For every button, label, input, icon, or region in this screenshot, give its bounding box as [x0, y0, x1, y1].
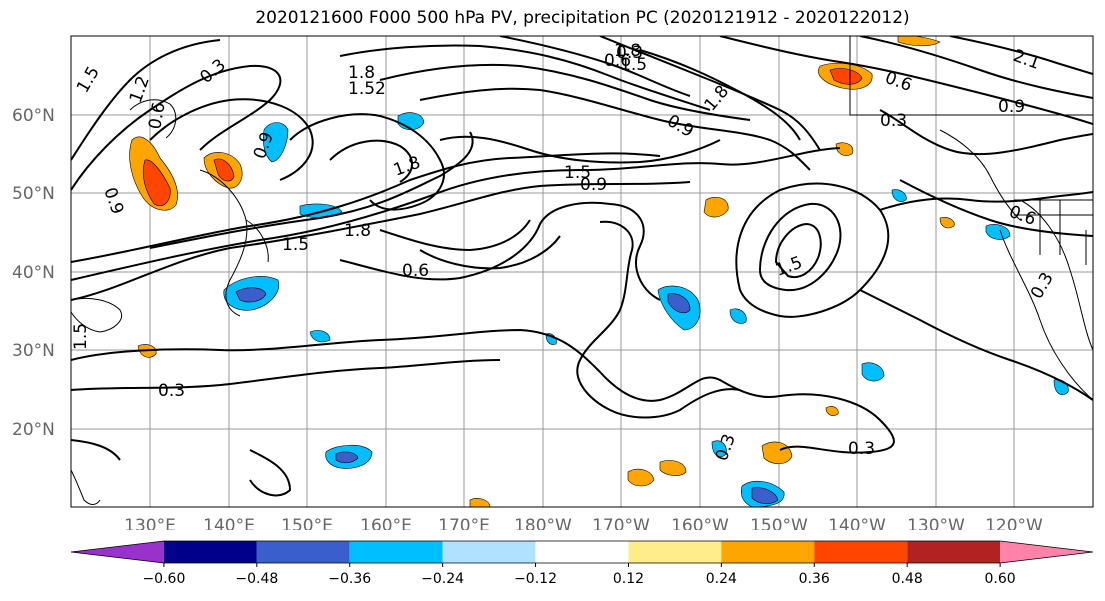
- contour-label: 1.5: [564, 163, 591, 183]
- lon-label: 170°W: [592, 516, 650, 530]
- contour-label: 1.52: [348, 79, 386, 99]
- colorbar: −0.60 −0.48 −0.36 −0.24 −0.12 0.12 0.24 0.36 0.4…: [70, 540, 1094, 587]
- lon-label: 130°E: [124, 516, 176, 530]
- colorbar-tick-label: 0.24: [706, 571, 737, 587]
- lon-label: 130°W: [907, 516, 965, 530]
- coastlines: [71, 36, 1093, 505]
- contour-label: 1.5: [620, 55, 647, 75]
- colorbar-tick-label: 0.48: [892, 571, 923, 587]
- colorbar-tick-label: −0.60: [142, 571, 185, 587]
- colorbar-tick-label: −0.12: [514, 571, 557, 587]
- lat-label: 40°N: [12, 263, 55, 283]
- colorbar-segment: [163, 541, 257, 563]
- lon-label: 140°W: [828, 516, 886, 530]
- colorbar-segment: [256, 541, 350, 563]
- colorbar-segment: [442, 541, 536, 563]
- colorbar-segment: [628, 541, 722, 563]
- map-panel: 1.5 1.2 0.3 1.8 1.52 1.8 0.6 0.9 0.9 1.5…: [12, 35, 1094, 530]
- lon-label: 120°W: [985, 516, 1043, 530]
- longitude-labels: 130°E 140°E 150°E 160°E 170°E 180°W 170°…: [124, 516, 1043, 530]
- lat-label: 60°N: [12, 106, 55, 126]
- colorbar-segment: [907, 541, 1001, 563]
- latitude-labels: 60°N 50°N 40°N 30°N 20°N: [12, 106, 55, 440]
- lon-label: 160°E: [360, 516, 412, 530]
- contour-label: 0.6: [604, 51, 631, 71]
- contour-label: 0.6: [402, 261, 429, 281]
- colorbar-segment: [721, 541, 815, 563]
- lon-label: 170°E: [438, 516, 490, 530]
- lat-label: 20°N: [12, 420, 55, 440]
- contour-label: 1.8: [344, 221, 371, 241]
- colorbar-tick-label: −0.36: [328, 571, 371, 587]
- colorbar-tick-label: 0.60: [985, 571, 1016, 587]
- contour-label: 1.5: [71, 323, 91, 350]
- lat-label: 50°N: [12, 184, 55, 204]
- contour-label: 1.5: [282, 235, 309, 255]
- contour-label: 0.3: [848, 439, 875, 459]
- pv-contours: [71, 36, 1093, 497]
- colorbar-segment: [814, 541, 908, 563]
- contour-label: 0.3: [880, 111, 907, 131]
- colorbar-ticks: −0.60 −0.48 −0.36 −0.24 −0.12 0.12 0.24 0.36 0.4…: [142, 563, 1016, 587]
- contour-label: 0.3: [616, 43, 643, 63]
- colorbar-tick-label: −0.24: [421, 571, 464, 587]
- contour-label: 0.9: [580, 175, 607, 195]
- plot-title: 2020121600 F000 500 hPa PV, precipitatio…: [255, 8, 910, 28]
- contour-label: 0.6: [145, 101, 169, 131]
- colorbar-segment: [71, 541, 164, 563]
- contour-label: 1.8: [614, 41, 641, 61]
- colorbar-segments: [70, 540, 1094, 564]
- lat-label: 30°N: [12, 341, 55, 361]
- colorbar-tick-label: 0.12: [613, 571, 644, 587]
- colorbar-segment: [535, 541, 629, 563]
- lon-label: 160°W: [671, 516, 729, 530]
- contour-label: 0.3: [158, 381, 185, 401]
- lon-label: 140°E: [203, 516, 255, 530]
- colorbar-tick-label: 0.36: [799, 571, 830, 587]
- lon-label: 150°W: [750, 516, 808, 530]
- contour-label: 0.9: [998, 97, 1025, 117]
- colorbar-segment: [1000, 541, 1093, 563]
- lon-label: 180°W: [514, 516, 572, 530]
- colorbar-tick-label: −0.48: [235, 571, 278, 587]
- precip-positive-shading: [129, 36, 955, 507]
- contour-label: 1.8: [348, 63, 375, 83]
- colorbar-segment: [349, 541, 443, 563]
- lon-label: 150°E: [281, 516, 333, 530]
